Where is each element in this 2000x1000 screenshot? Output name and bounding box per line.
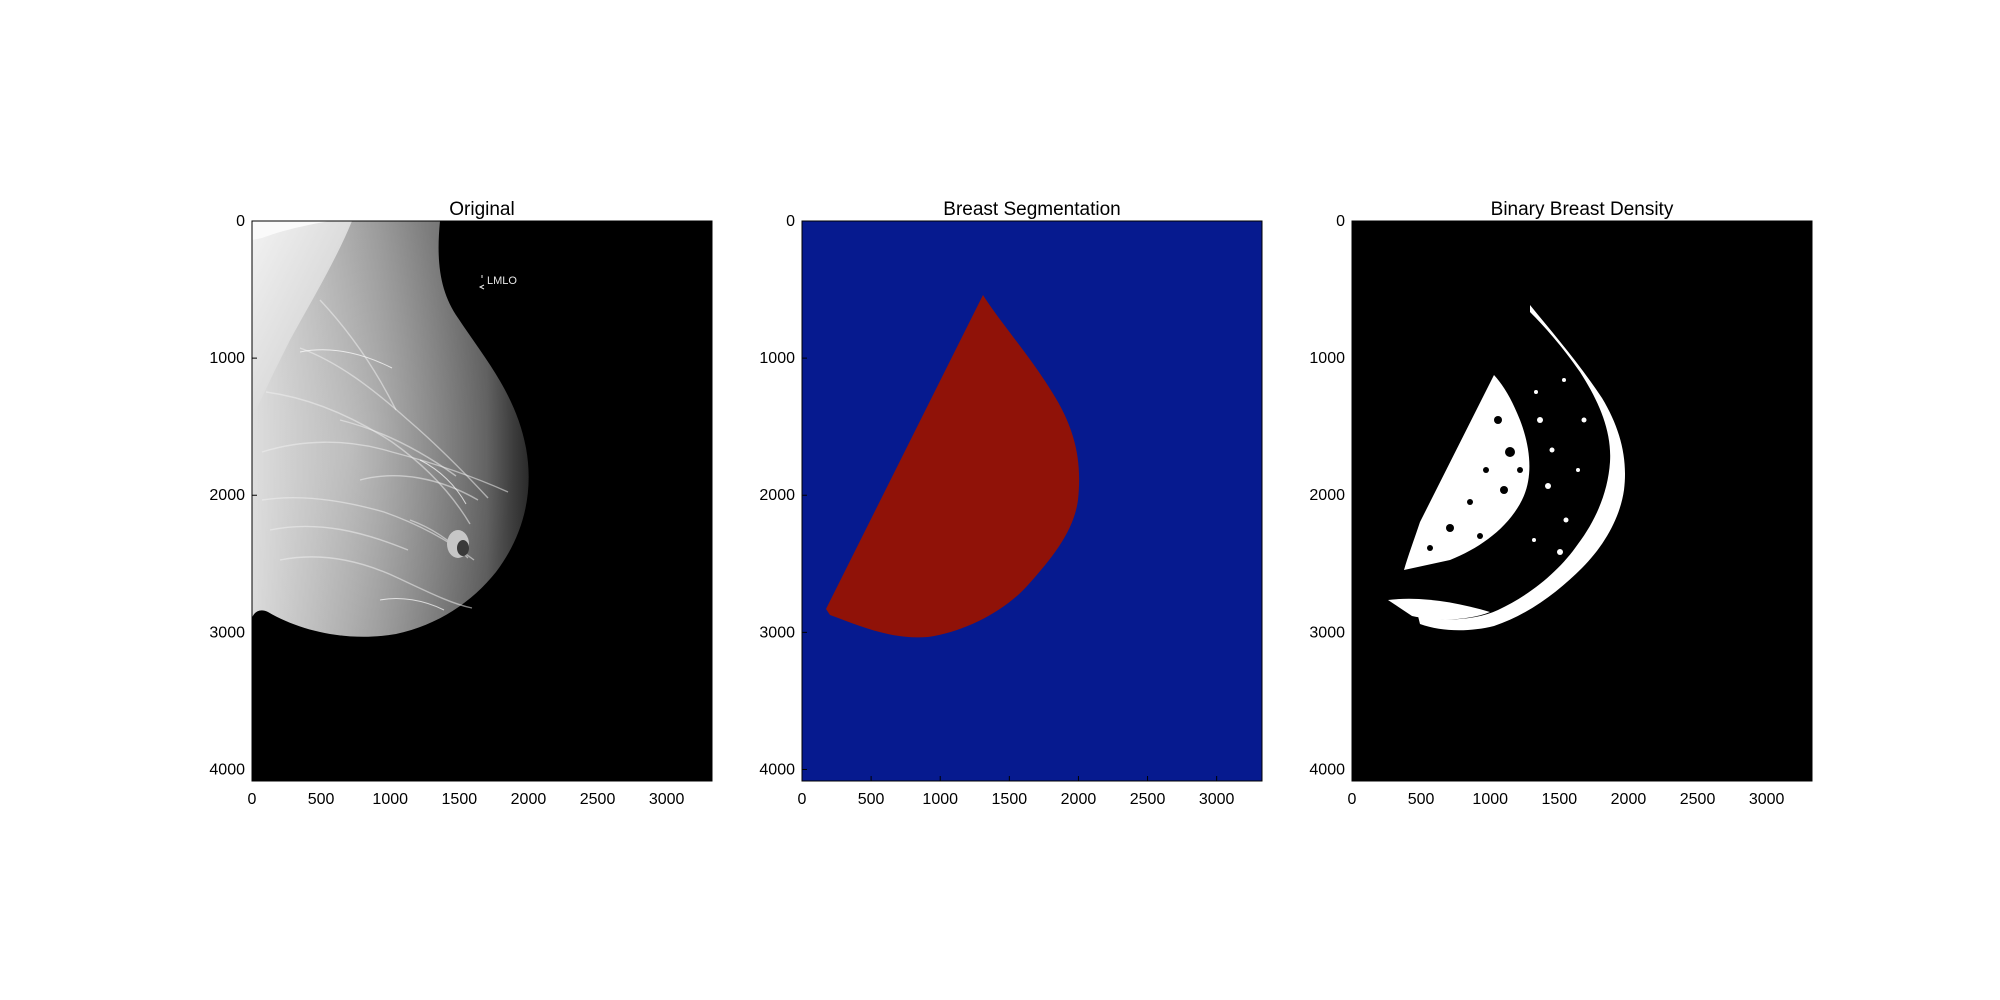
y-tick-label: 1000 xyxy=(209,350,245,367)
x-tick-label: 2500 xyxy=(1130,791,1166,808)
y-tick-label: 4000 xyxy=(759,761,795,778)
y-tick-label: 0 xyxy=(1336,213,1345,230)
x-tick-label: 0 xyxy=(1348,791,1357,808)
x-tick-label: 500 xyxy=(858,791,885,808)
x-tick-label: 3000 xyxy=(1749,791,1785,808)
x-tick-label: 1000 xyxy=(1472,791,1508,808)
x-tick-label: 2500 xyxy=(580,791,616,808)
x-tick-label: 0 xyxy=(798,791,807,808)
x-tick-label: 2000 xyxy=(1061,791,1097,808)
y-tick-label: 4000 xyxy=(209,761,245,778)
x-tick-label: 1000 xyxy=(922,791,958,808)
mammogram-image: LMLO xyxy=(252,221,712,781)
y-tick-label: 0 xyxy=(236,213,245,230)
view-marker-icon xyxy=(478,275,485,290)
y-tick-label: 1000 xyxy=(1309,350,1345,367)
y-tick-label: 2000 xyxy=(209,487,245,504)
y-tick-label: 3000 xyxy=(1309,624,1345,641)
panel-density: Binary Breast Density xyxy=(1351,199,1813,782)
panel-segmentation: Breast Segmentation xyxy=(801,199,1263,782)
y-tick-label: 3000 xyxy=(759,624,795,641)
panel-title-original: Original xyxy=(449,199,514,220)
x-tick-label: 500 xyxy=(308,791,335,808)
view-annotation: LMLO xyxy=(487,275,517,287)
panel-title-density: Binary Breast Density xyxy=(1491,199,1674,220)
breast-region xyxy=(826,295,1080,638)
density-mask-image xyxy=(1352,221,1812,781)
x-tick-label: 0 xyxy=(248,791,257,808)
axes-density: 0 500 1000 1500 2000 2500 3000 0 1000 2000 3000 400… xyxy=(1309,213,1784,808)
axes-original: 0 500 1000 1500 2000 2500 3000 0 1000 2000 3000 400… xyxy=(209,213,684,808)
x-tick-label: 2500 xyxy=(1680,791,1716,808)
x-tick-label: 2000 xyxy=(1611,791,1647,808)
y-tick-label: 2000 xyxy=(759,487,795,504)
y-tick-label: 1000 xyxy=(759,350,795,367)
y-tick-label: 2000 xyxy=(1309,487,1345,504)
y-tick-label: 0 xyxy=(786,213,795,230)
x-tick-label: 1500 xyxy=(992,791,1028,808)
x-tick-label: 1500 xyxy=(1542,791,1578,808)
axes-segmentation: 0 500 1000 1500 2000 2500 3000 0 1000 2000 3000 400… xyxy=(759,213,1234,808)
x-tick-label: 2000 xyxy=(511,791,547,808)
panel-original: Original xyxy=(251,199,713,782)
x-tick-label: 500 xyxy=(1408,791,1435,808)
x-tick-label: 3000 xyxy=(1199,791,1235,808)
panel-title-segmentation: Breast Segmentation xyxy=(943,199,1120,220)
x-tick-label: 1500 xyxy=(442,791,478,808)
y-tick-label: 4000 xyxy=(1309,761,1345,778)
segmentation-image xyxy=(802,221,1262,781)
axes-layer: 0 500 1000 1500 2000 2500 3000 0 1000 2000 3000 400… xyxy=(209,213,1784,808)
x-tick-label: 1000 xyxy=(372,791,408,808)
x-tick-label: 3000 xyxy=(649,791,685,808)
y-tick-label: 3000 xyxy=(209,624,245,641)
